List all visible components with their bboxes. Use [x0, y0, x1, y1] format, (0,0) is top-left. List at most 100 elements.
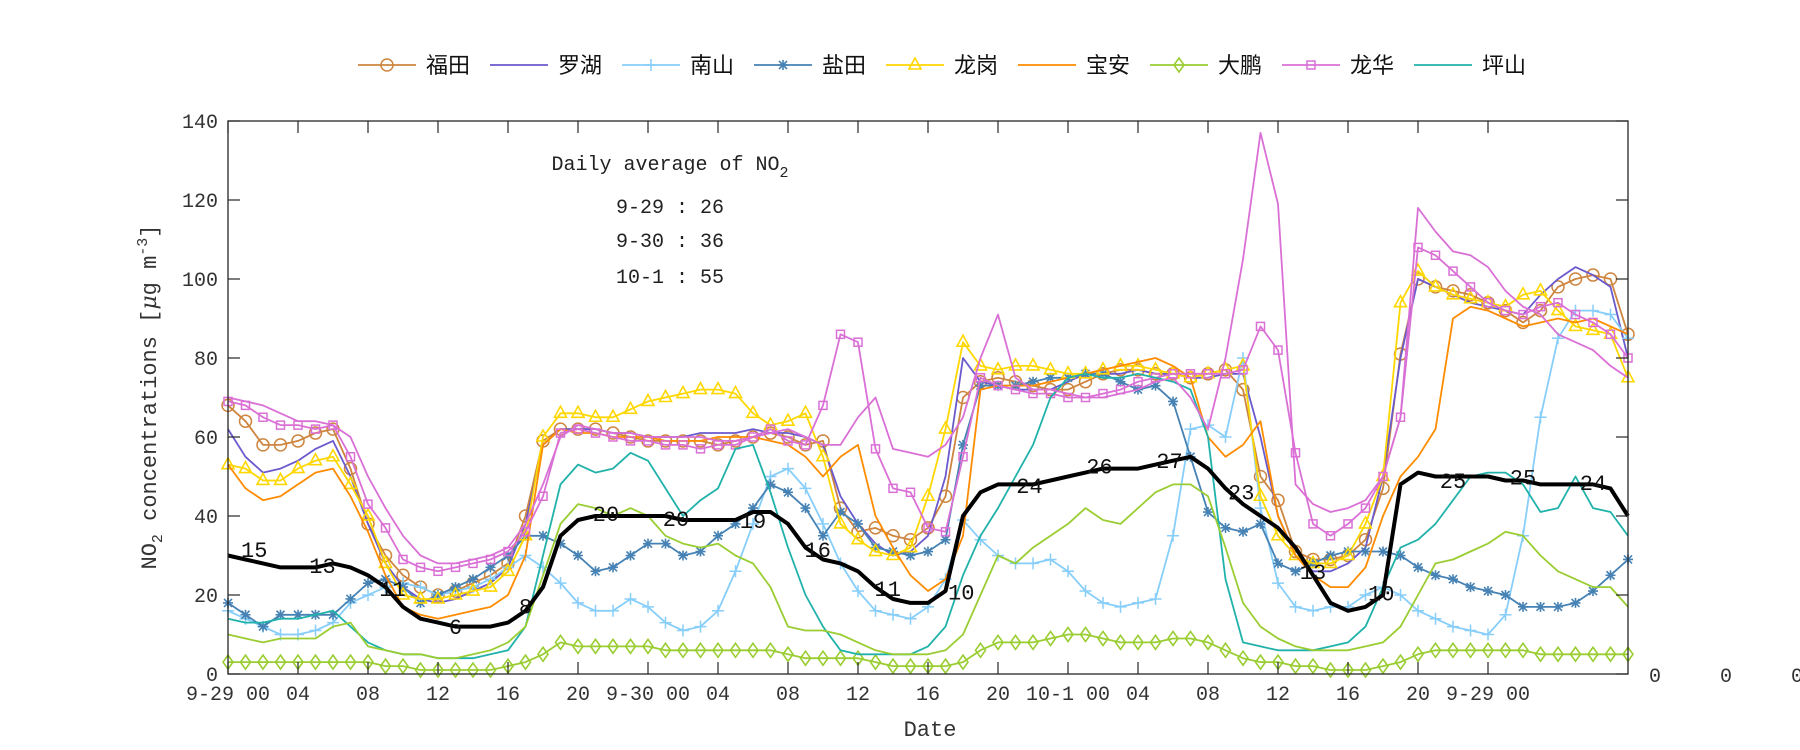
data-point	[433, 566, 443, 577]
data-point	[643, 538, 653, 549]
x-tick-label: 08	[776, 684, 800, 707]
data-point	[378, 554, 393, 569]
data-point	[255, 471, 271, 486]
extra-x-tick-label: 0	[1791, 666, 1800, 689]
data-point	[659, 616, 672, 629]
data-point	[1412, 604, 1424, 617]
x-tick-label: 04	[706, 684, 730, 707]
data-point	[1395, 550, 1406, 561]
data-point	[535, 428, 551, 442]
legend-marker	[645, 59, 657, 71]
data-point	[1465, 282, 1476, 292]
x-tick-label: 9-29 00	[186, 684, 270, 707]
data-point	[1149, 592, 1162, 605]
data-point	[1585, 321, 1601, 336]
data-point	[1394, 653, 1407, 671]
data-point	[1483, 586, 1493, 597]
data-point	[1464, 624, 1477, 637]
data-point	[835, 329, 846, 340]
data-point	[239, 653, 252, 671]
data-point	[747, 641, 759, 659]
extra-x-tick-label: 0	[1720, 666, 1732, 689]
series-宝安	[227, 305, 1629, 620]
data-point	[362, 589, 374, 601]
data-point	[1238, 526, 1248, 537]
data-point	[659, 641, 672, 659]
data-point	[1604, 308, 1617, 321]
data-point	[1203, 369, 1213, 379]
data-point	[328, 420, 338, 430]
x-tick-label: 9-29 00	[1446, 684, 1530, 707]
data-point	[1447, 620, 1459, 633]
data-point	[467, 661, 479, 679]
data-point	[1533, 303, 1548, 318]
data-point	[1516, 315, 1530, 330]
data-point	[818, 400, 828, 411]
x-tick-label: 16	[916, 684, 940, 707]
y-tick-label: 40	[194, 507, 218, 530]
legend-label: 南山	[690, 54, 734, 79]
legend-item-龙岗: 龙岗	[886, 54, 998, 79]
data-point	[1149, 634, 1162, 651]
data-point	[1043, 361, 1058, 375]
data-point	[1430, 570, 1441, 581]
x-tick-label: 20	[566, 684, 590, 707]
series-line	[227, 483, 1629, 660]
data-point	[868, 542, 883, 557]
data-point	[1167, 630, 1179, 647]
data-point	[310, 424, 321, 434]
data-point	[1307, 604, 1319, 617]
data-point	[1027, 557, 1039, 570]
legend-item-坪山: 坪山	[1414, 54, 1526, 79]
legend: 福田 罗湖 南山 盐田 龙岗 宝安 大鹏 龙华 坪山	[358, 54, 1526, 79]
data-point	[678, 440, 688, 450]
mean-point-label: 16	[805, 539, 831, 564]
data-point	[920, 487, 936, 502]
data-point	[1289, 657, 1302, 675]
data-point	[256, 438, 270, 452]
data-point	[905, 487, 916, 498]
mean-point-label: 20	[663, 508, 689, 533]
x-tick-label: 9-30 00	[606, 684, 690, 707]
x-tick-label: 16	[1336, 684, 1360, 707]
mean-point-labels: 15 13 11 6 8 20 20 19 16 11 10 24 26 27 23 13 10 25 25 24	[241, 450, 1606, 641]
data-point	[1324, 661, 1337, 679]
mean-point-label: 19	[740, 510, 766, 535]
data-point	[1237, 649, 1249, 667]
data-point	[923, 523, 933, 533]
data-point	[940, 527, 951, 537]
data-point	[800, 503, 811, 514]
data-point	[274, 653, 287, 671]
mean-point-label: 10	[1368, 583, 1394, 608]
data-point	[588, 408, 603, 423]
data-point	[484, 661, 497, 679]
series-extra-9	[227, 483, 1629, 660]
data-point	[1499, 608, 1512, 621]
annotation-line-9-29: 9-29 : 26	[616, 197, 724, 220]
data-point	[1588, 317, 1598, 328]
data-point	[1202, 634, 1214, 651]
data-point	[1114, 600, 1127, 613]
x-tick-label: 10-1 00	[1026, 684, 1110, 707]
y-tick-label: 0	[206, 665, 218, 688]
data-point	[625, 436, 636, 446]
data-point	[1448, 574, 1458, 585]
series-line	[227, 131, 1629, 565]
data-point	[553, 404, 568, 419]
data-point	[343, 475, 358, 490]
data-point	[468, 574, 478, 585]
data-point	[853, 518, 863, 529]
x-tick-label: 04	[286, 684, 310, 707]
data-point	[1342, 661, 1354, 679]
series-line	[227, 246, 1629, 573]
data-point	[1184, 423, 1197, 436]
data-point	[1290, 566, 1301, 577]
data-point	[1009, 634, 1022, 651]
data-point	[1570, 309, 1581, 320]
data-point	[1220, 522, 1231, 533]
data-point	[1428, 278, 1443, 292]
data-point	[817, 649, 829, 667]
data-point	[869, 653, 882, 671]
data-point	[273, 471, 288, 486]
